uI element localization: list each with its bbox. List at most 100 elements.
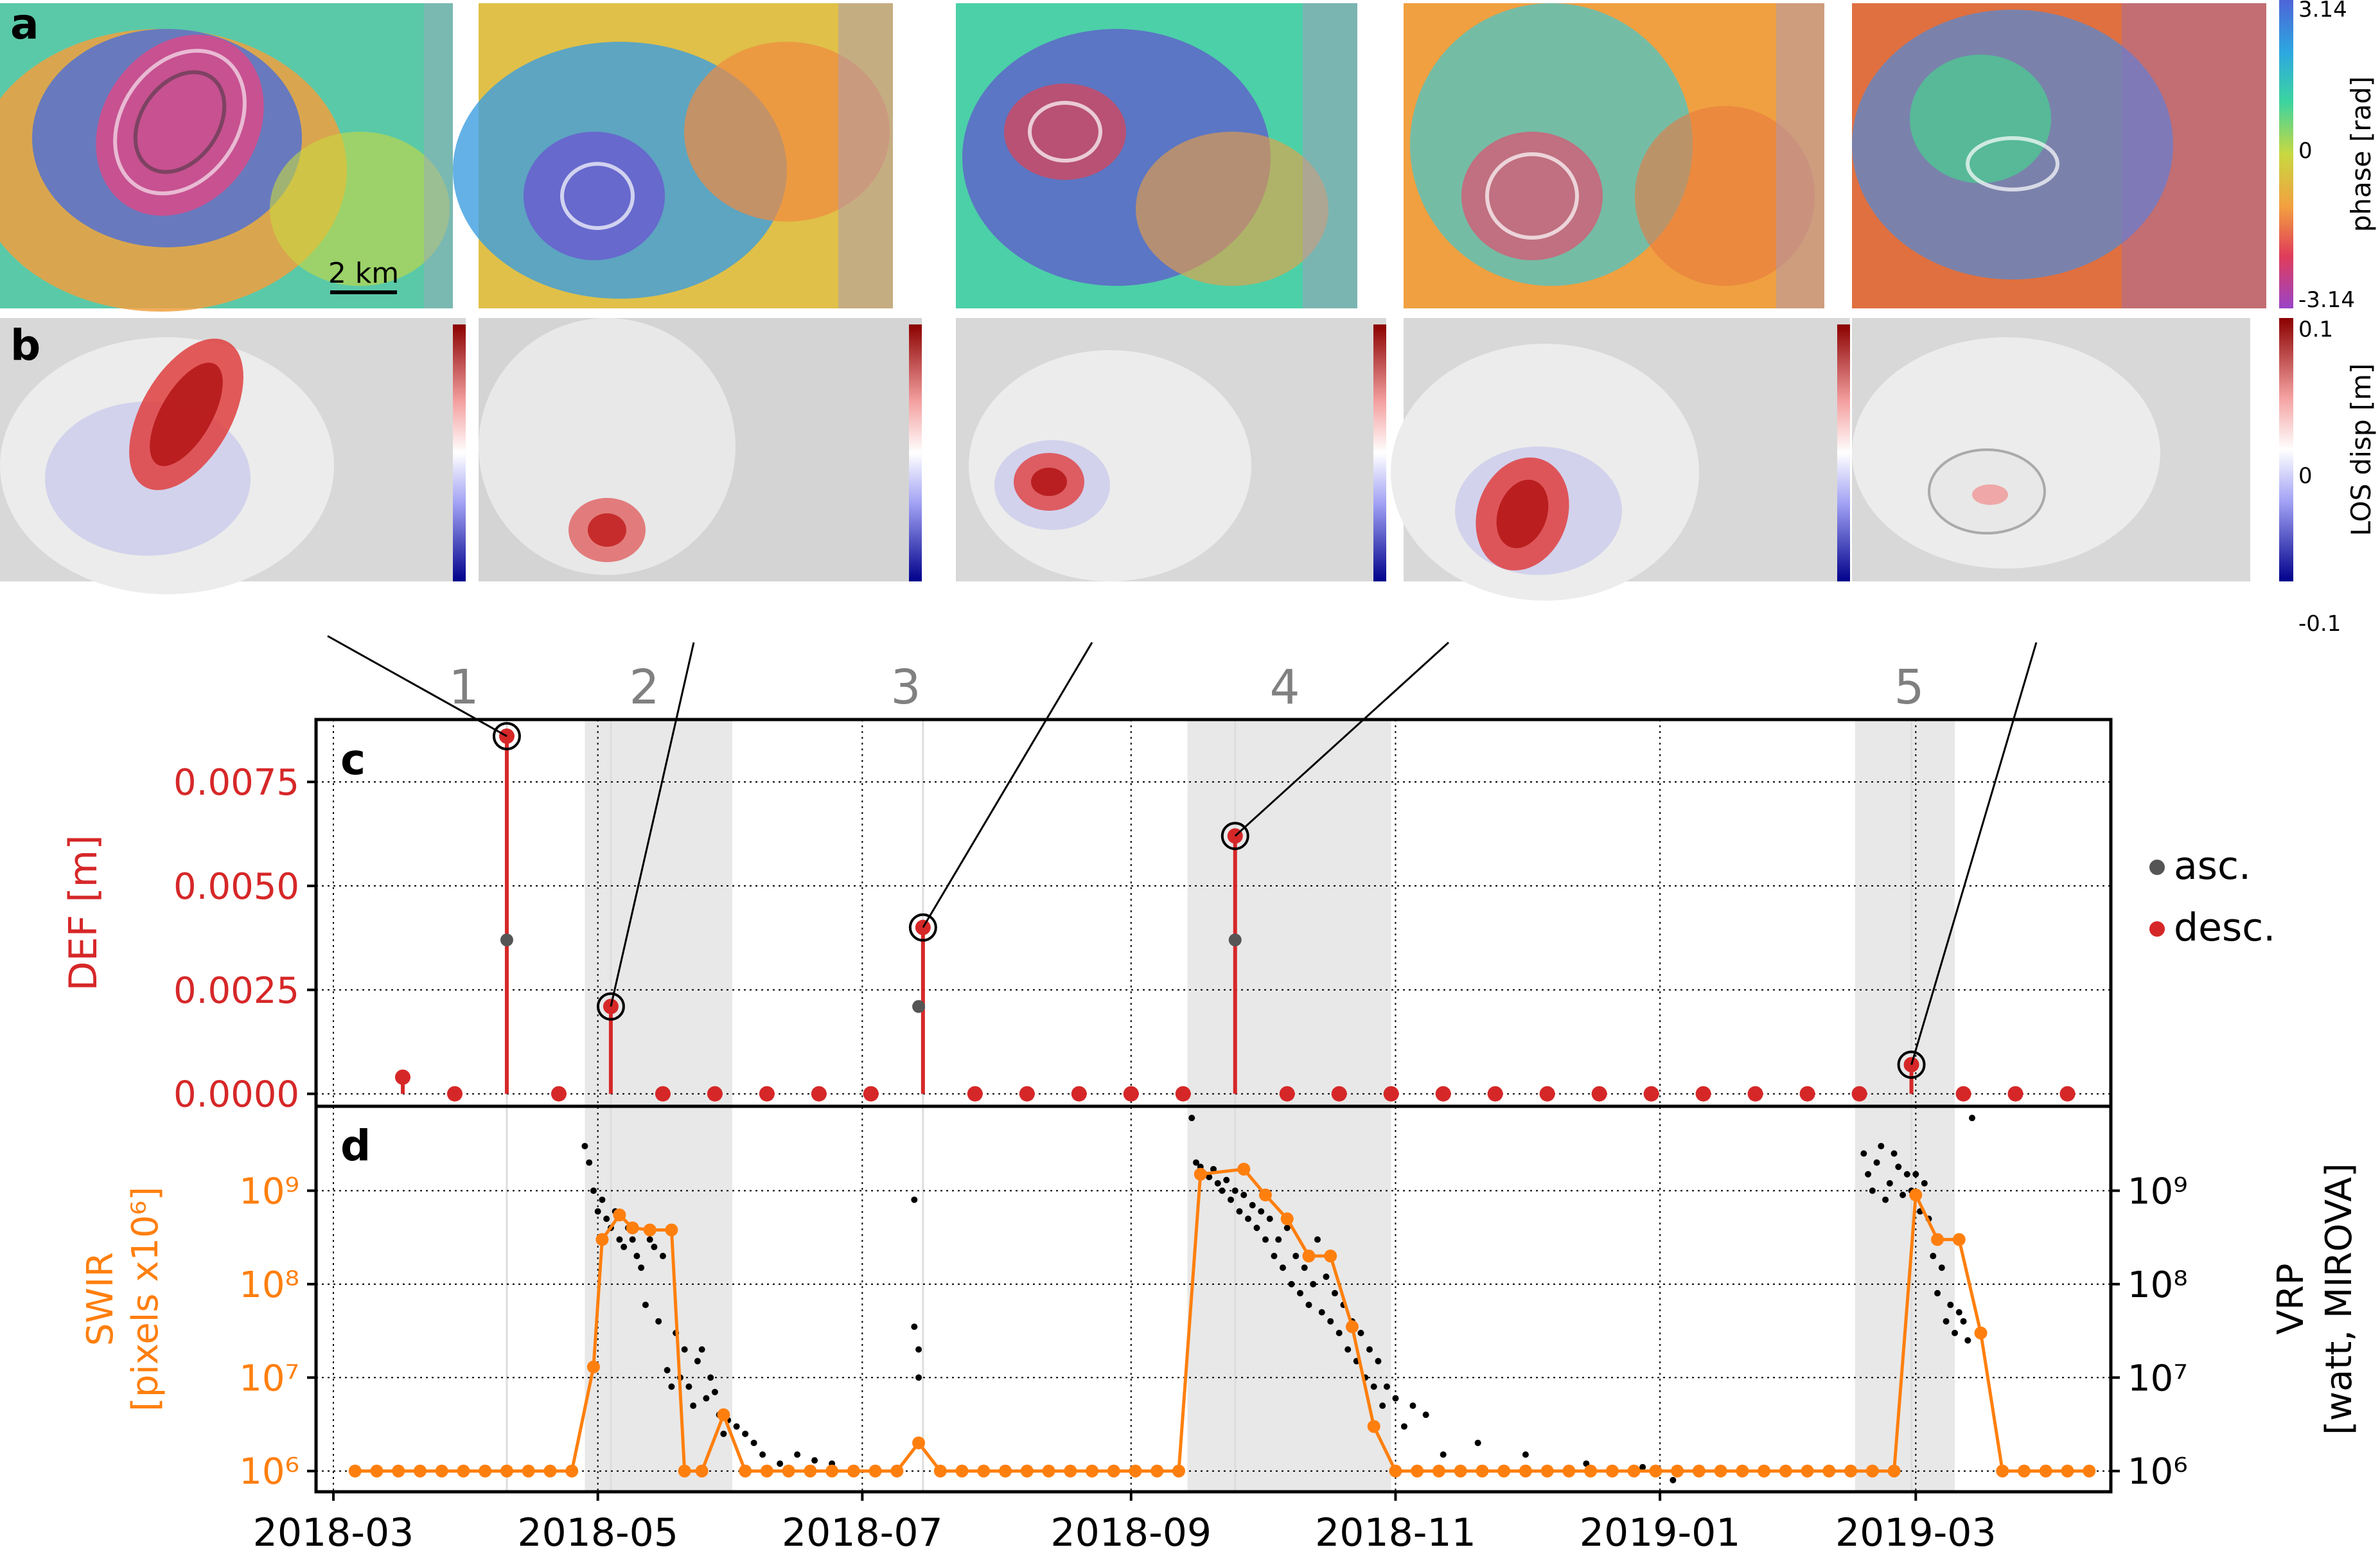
swir-point bbox=[1909, 1189, 1923, 1202]
vrp-point bbox=[1670, 1476, 1677, 1483]
vrp-point bbox=[638, 1264, 645, 1271]
los-map-3 bbox=[956, 318, 1386, 581]
highlight-ring-5 bbox=[1897, 1050, 1926, 1079]
swir-point bbox=[479, 1464, 492, 1478]
swir-point bbox=[999, 1464, 1012, 1478]
los-colorbar: 0.1 0 -0.1 LOS disp [m] bbox=[2279, 317, 2377, 637]
def-series bbox=[394, 721, 2076, 1102]
swir-point bbox=[1454, 1464, 1467, 1478]
los-colorbar-label: LOS disp [m] bbox=[2345, 364, 2377, 536]
asc-point bbox=[912, 1000, 926, 1013]
event-connectors bbox=[327, 635, 2038, 1065]
vrp-point bbox=[681, 1346, 688, 1353]
vrp-point bbox=[777, 1460, 784, 1467]
event-number-2: 2 bbox=[629, 660, 659, 715]
vrp-point bbox=[703, 1395, 710, 1402]
swir-point bbox=[782, 1464, 795, 1478]
d-ytick-label-right: 10⁷ bbox=[2128, 1357, 2188, 1399]
vrp-point bbox=[915, 1346, 922, 1353]
vrp-point bbox=[1236, 1208, 1243, 1215]
desc-point bbox=[1695, 1086, 1711, 1102]
vrp-point bbox=[1860, 1150, 1867, 1157]
vrp-point bbox=[1886, 1180, 1893, 1187]
d-ytick-label-left: 10⁹ bbox=[239, 1171, 299, 1212]
swir-point bbox=[1302, 1250, 1316, 1263]
event-number-3: 3 bbox=[890, 660, 921, 715]
vrp-point bbox=[1938, 1264, 1945, 1271]
panel-label-d: d bbox=[340, 1121, 371, 1171]
vrp-point bbox=[1912, 1171, 1919, 1178]
event-numbers: 1 2 3 4 5 bbox=[448, 660, 1924, 715]
d-ylabel-left: SWIR bbox=[80, 1252, 121, 1346]
swir-point bbox=[1389, 1464, 1402, 1478]
vrp-point bbox=[1409, 1402, 1416, 1410]
swir-point bbox=[595, 1233, 609, 1246]
vrp-point bbox=[1331, 1289, 1338, 1296]
swir-vrp-series bbox=[348, 1115, 2096, 1483]
vrp-point bbox=[1639, 1463, 1646, 1471]
los-map-1 bbox=[0, 318, 466, 594]
los-displacement-row bbox=[0, 318, 2250, 601]
desc-point bbox=[1591, 1086, 1607, 1102]
connector-1 bbox=[327, 635, 507, 738]
desc-point bbox=[1019, 1086, 1035, 1102]
desc-point bbox=[1799, 1086, 1815, 1102]
swir-point bbox=[1280, 1212, 1294, 1226]
swir-point bbox=[1996, 1464, 2009, 1478]
swir-point bbox=[804, 1464, 817, 1478]
highlight-ring-2 bbox=[596, 992, 625, 1021]
desc-point bbox=[1435, 1086, 1451, 1102]
desc-point bbox=[1851, 1086, 1867, 1102]
interferogram-2 bbox=[453, 3, 893, 308]
vrp-point bbox=[915, 1374, 922, 1381]
vrp-point bbox=[742, 1430, 749, 1437]
vrp-point bbox=[1379, 1402, 1386, 1410]
swir-point bbox=[1324, 1250, 1337, 1263]
swir-point bbox=[933, 1464, 947, 1478]
xtick-label: 2018-05 bbox=[517, 1510, 678, 1555]
swir-point bbox=[717, 1408, 730, 1422]
vrp-point bbox=[1930, 1253, 1937, 1260]
desc-point bbox=[811, 1086, 827, 1102]
c-ytick-label: 0.0025 bbox=[173, 970, 299, 1012]
vrp-point bbox=[1240, 1192, 1247, 1199]
los-colorbar-bottom: -0.1 bbox=[2298, 611, 2341, 637]
vrp-point bbox=[655, 1318, 662, 1325]
d-ylabel-right-units: [watt, MIROVA] bbox=[2318, 1163, 2360, 1435]
vrp-point bbox=[1522, 1451, 1529, 1458]
vrp-point bbox=[1869, 1187, 1876, 1194]
vrp-point bbox=[911, 1323, 918, 1331]
phase-colorbar-label: phase [rad] bbox=[2345, 76, 2377, 233]
desc-point bbox=[967, 1086, 983, 1102]
phase-colorbar: 3.14 0 -3.14 phase [rad] bbox=[2279, 0, 2377, 313]
swir-point bbox=[1150, 1464, 1164, 1478]
vrp-point bbox=[1865, 1171, 1872, 1178]
vrp-point bbox=[1900, 1192, 1907, 1199]
swir-point bbox=[678, 1464, 691, 1478]
highlight-ring-3 bbox=[908, 913, 937, 942]
vrp-point bbox=[646, 1236, 653, 1243]
vrp-point bbox=[1943, 1318, 1950, 1325]
asc-point bbox=[500, 933, 513, 947]
swir-point bbox=[1497, 1464, 1511, 1478]
vrp-point bbox=[1253, 1225, 1260, 1232]
vrp-point bbox=[1934, 1289, 1941, 1296]
legend-label-2: desc. bbox=[2174, 905, 2275, 950]
swir-point bbox=[1020, 1464, 1034, 1478]
swir-point bbox=[1042, 1464, 1055, 1478]
vrp-point bbox=[1873, 1159, 1880, 1166]
swir-point bbox=[1974, 1326, 1988, 1340]
swir-point bbox=[1671, 1464, 1684, 1478]
xtick-label: 2018-07 bbox=[782, 1510, 943, 1555]
desc-point bbox=[1071, 1086, 1087, 1102]
swir-point bbox=[1237, 1162, 1251, 1176]
vrp-point bbox=[1188, 1115, 1195, 1122]
swir-point bbox=[695, 1464, 709, 1478]
swir-point bbox=[1844, 1464, 1858, 1478]
phase-colorbar-top: 3.14 bbox=[2298, 0, 2347, 22]
desc-point bbox=[863, 1086, 879, 1102]
swir-point bbox=[1540, 1464, 1554, 1478]
highlight-ring-1 bbox=[492, 721, 521, 750]
desc-point bbox=[1279, 1086, 1295, 1102]
swir-point bbox=[760, 1464, 773, 1478]
